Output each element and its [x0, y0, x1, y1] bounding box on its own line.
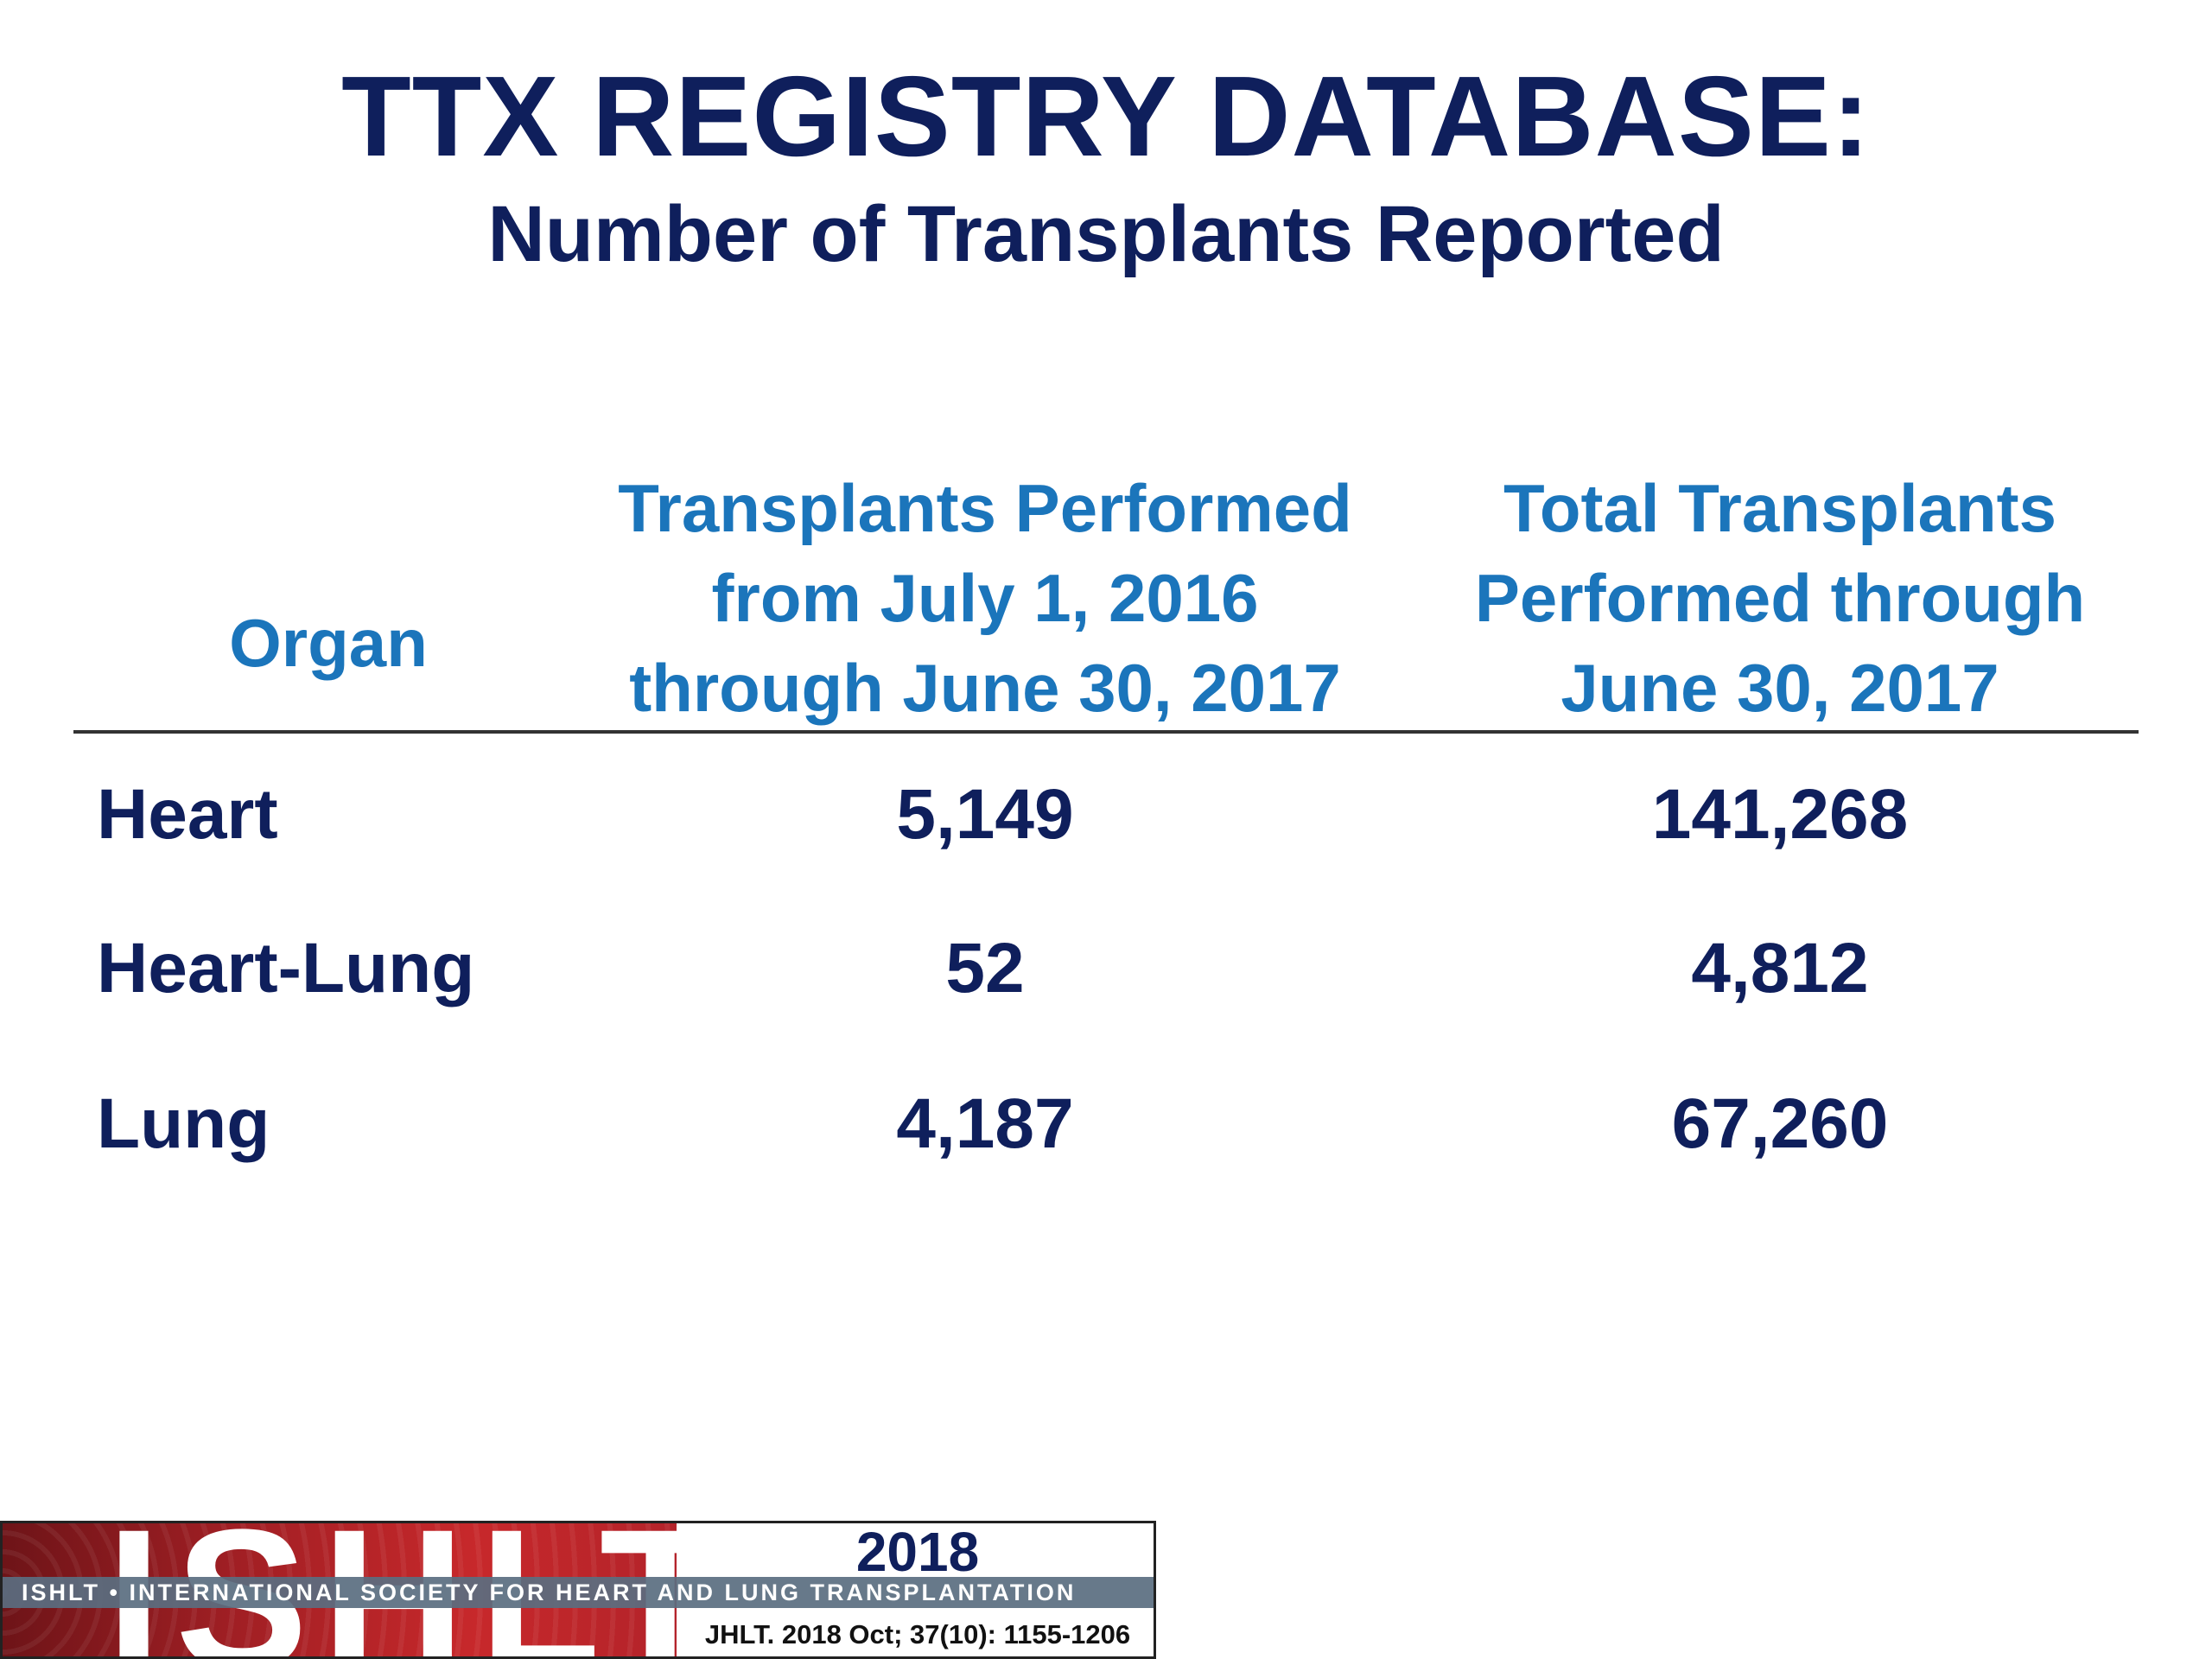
column-header-total-line-1: Total Transplants	[1503, 470, 2056, 546]
ishlt-footer-banner: ISHLT 2018 ISHLT • INTERNATIONAL SOCIETY…	[0, 1521, 1156, 1659]
column-header-period-line-2: from July 1, 2016	[711, 560, 1259, 636]
period-count-cell: 52	[945, 929, 1025, 1007]
header-divider	[73, 730, 2139, 734]
title-block: TTX REGISTRY DATABASE: Number of Transpl…	[0, 52, 2212, 282]
column-header-period-line-3: through June 30, 2017	[629, 650, 1341, 726]
column-header-organ: Organ	[151, 598, 505, 688]
organ-cell: Heart-Lung	[97, 929, 475, 1007]
column-header-period-line-1: Transplants Performed	[618, 470, 1352, 546]
column-header-period: Transplants Performed from July 1, 2016 …	[570, 463, 1400, 733]
registry-year: 2018	[677, 1523, 1154, 1580]
organ-cell: Lung	[97, 1084, 270, 1163]
journal-citation: JHLT. 2018 Oct; 37(10): 1155-1206	[677, 1608, 1154, 1656]
column-header-total: Total Transplants Performed through June…	[1408, 463, 2152, 733]
organ-cell: Heart	[97, 775, 278, 854]
column-header-organ-line: Organ	[229, 605, 428, 681]
page-subtitle: Number of Transplants Reported	[487, 190, 1725, 278]
column-header-total-line-2: Performed through	[1474, 560, 2086, 636]
period-count-cell: 5,149	[896, 775, 1074, 854]
column-header-total-line-3: June 30, 2017	[1560, 650, 1999, 726]
table-row: Heart-Lung 52 4,812	[0, 912, 2212, 1025]
page-title: TTX REGISTRY DATABASE:	[341, 53, 1871, 180]
total-count-cell: 4,812	[1691, 929, 1869, 1007]
period-count-cell: 4,187	[896, 1084, 1074, 1163]
total-count-cell: 141,268	[1651, 775, 1909, 854]
table-row: Heart 5,149 141,268	[0, 759, 2212, 871]
table-row: Lung 4,187 67,260	[0, 1068, 2212, 1180]
total-count-cell: 67,260	[1671, 1084, 1889, 1163]
society-name-band: ISHLT • INTERNATIONAL SOCIETY FOR HEART …	[3, 1577, 1154, 1608]
